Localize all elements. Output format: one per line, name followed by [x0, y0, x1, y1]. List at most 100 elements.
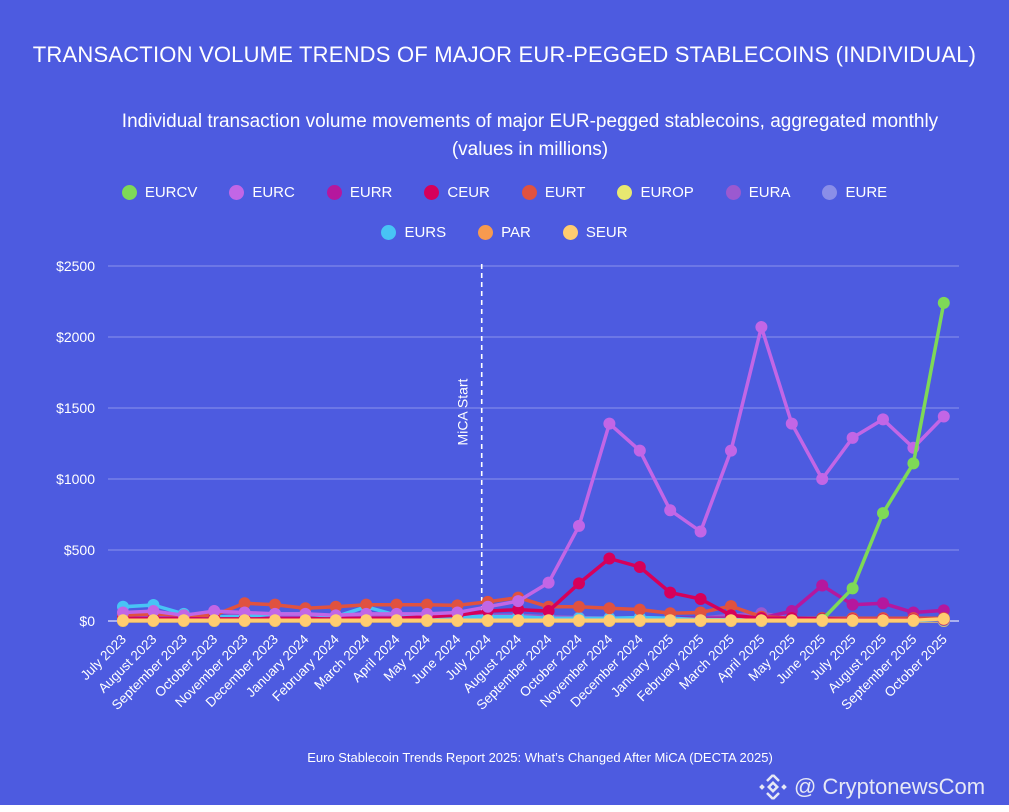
data-point-seur	[816, 614, 829, 627]
legend-item-eurt[interactable]: EURT	[521, 184, 586, 201]
data-point-eurc	[481, 600, 494, 613]
legend-label: EURS	[404, 224, 447, 241]
data-point-ceur	[573, 577, 585, 590]
data-point-eurt	[603, 602, 616, 615]
legend-dot-icon	[381, 225, 397, 240]
legend-dot-icon	[617, 185, 633, 200]
data-point-eurc	[846, 431, 859, 444]
data-point-ceur	[633, 561, 646, 574]
data-point-eurc	[633, 444, 646, 457]
legend-label: EURA	[748, 184, 791, 201]
legend-item-eurr[interactable]: EURR	[326, 184, 392, 201]
y-tick-label: $500	[64, 542, 95, 558]
legend-item-par[interactable]: PAR	[478, 224, 531, 241]
legend-label: EURT	[544, 184, 586, 201]
legend-dot-icon	[229, 185, 245, 200]
legend-dot-icon	[521, 185, 537, 200]
y-tick-label: $1500	[56, 400, 95, 416]
data-point-eurt	[421, 598, 433, 611]
data-point-eurc	[542, 576, 555, 589]
legend-label: PAR	[501, 224, 531, 241]
data-point-eurr	[877, 597, 889, 610]
legend-item-eurc[interactable]: EURC	[229, 184, 295, 201]
data-point-seur	[329, 614, 342, 627]
data-point-seur	[785, 614, 798, 627]
data-point-seur	[390, 614, 403, 627]
data-point-eurcv	[846, 582, 859, 595]
data-point-seur	[573, 614, 585, 627]
data-point-eurc	[147, 605, 160, 618]
data-point-eurt	[329, 600, 342, 613]
data-point-seur	[299, 614, 312, 627]
data-point-seur	[725, 614, 737, 627]
data-point-seur	[360, 614, 373, 627]
y-tick-label: $2500	[56, 258, 95, 274]
data-point-seur	[147, 614, 160, 627]
data-point-eurt	[390, 598, 403, 611]
data-point-ceur	[603, 552, 616, 565]
data-point-seur	[177, 614, 190, 627]
data-point-seur	[117, 614, 129, 627]
watermark: @ CryptonewsCom	[758, 772, 985, 802]
y-tick-label: $1000	[56, 471, 95, 487]
series-line-eurcv	[820, 302, 946, 621]
data-point-eurc	[664, 504, 677, 517]
data-point-seur	[451, 614, 464, 627]
data-point-eurc	[208, 605, 221, 618]
data-point-seur	[269, 614, 281, 627]
legend-item-eura[interactable]: EURA	[725, 184, 791, 201]
legend-item-seur[interactable]: SEUR	[562, 224, 628, 241]
data-point-eurc	[694, 525, 707, 538]
chart-subtitle: Individual transaction volume movements …	[121, 111, 939, 160]
data-point-seur	[238, 614, 251, 627]
data-point-eurt	[573, 600, 585, 613]
data-point-ceur	[694, 592, 707, 605]
data-point-eurt	[360, 598, 373, 611]
legend-label: EURC	[252, 184, 295, 201]
legend-item-europ[interactable]: EUROP	[617, 184, 694, 201]
data-point-eurc	[573, 519, 585, 532]
legend-item-ceur[interactable]: CEUR	[424, 184, 490, 201]
data-point-seur	[664, 614, 677, 627]
legend-dot-icon	[822, 185, 838, 200]
y-tick-label: $0	[79, 613, 95, 629]
legend-label: SEUR	[585, 224, 628, 241]
legend-row-2: EURS PAR SEUR	[0, 224, 1009, 241]
data-point-seur	[208, 614, 221, 627]
legend-item-eurcv[interactable]: EURCV	[121, 184, 198, 201]
data-point-eurc	[877, 413, 889, 426]
data-point-seur	[481, 614, 494, 627]
data-point-eurc	[937, 410, 950, 423]
legend-dot-icon	[121, 185, 137, 200]
data-point-eurc	[725, 444, 737, 457]
legend-label: EURCV	[144, 184, 198, 201]
y-tick-label: $2000	[56, 329, 95, 345]
data-point-seur	[633, 614, 646, 627]
data-point-eurt	[725, 600, 737, 613]
data-point-seur	[907, 614, 920, 627]
legend-dot-icon	[424, 185, 440, 200]
data-point-seur	[846, 614, 859, 627]
legend-dot-icon	[725, 185, 741, 200]
legend-item-eure[interactable]: EURE	[822, 184, 887, 201]
legend-label: EUROP	[640, 184, 694, 201]
data-point-seur	[694, 614, 707, 627]
data-point-eurc	[785, 417, 798, 430]
data-point-eurr	[846, 598, 859, 611]
watermark-text: @ CryptonewsCom	[794, 774, 986, 799]
data-point-ceur	[542, 605, 555, 618]
source-note: Euro Stablecoin Trends Report 2025: What…	[307, 750, 773, 765]
legend-label: CEUR	[447, 184, 490, 201]
data-point-eurt	[633, 603, 646, 616]
data-point-eurr	[816, 579, 829, 592]
data-point-eurc	[816, 473, 829, 485]
data-point-eurcv	[937, 296, 950, 309]
data-point-seur	[542, 614, 555, 627]
mica-start-label: MiCA Start	[455, 378, 471, 445]
chart-title: TRANSACTION VOLUME TRENDS OF MAJOR EUR-P…	[32, 42, 977, 67]
data-point-eurt	[269, 598, 281, 611]
legend-item-eurs[interactable]: EURS	[381, 224, 446, 241]
data-point-seur	[603, 614, 616, 627]
